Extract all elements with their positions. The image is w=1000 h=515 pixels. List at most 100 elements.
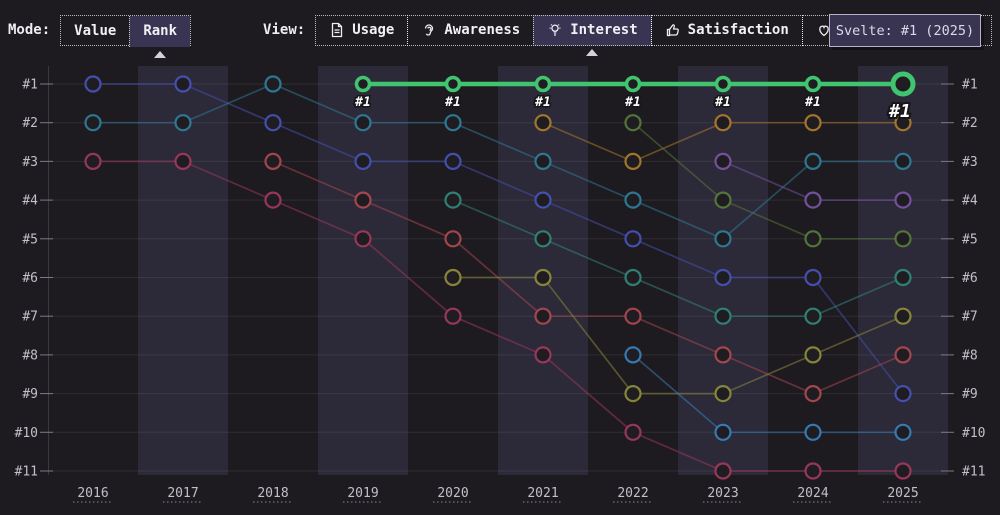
rank-label-right: #10 (962, 426, 985, 441)
year-label-2023[interactable]: 2023 (707, 486, 738, 501)
point-series-lightblue-2023[interactable] (714, 423, 732, 441)
point-series-tealgreen-2025[interactable] (894, 268, 912, 287)
point-series-teal-2022[interactable] (624, 191, 642, 209)
point-Svelte-2020[interactable] (444, 75, 462, 93)
series-line-series-tealgreen (452, 199, 904, 318)
point-series-red-2022[interactable] (624, 307, 642, 325)
year-label-2019[interactable]: 2019 (347, 486, 378, 501)
series-line-series-red (272, 160, 904, 395)
point-series-tealgreen-2022[interactable] (624, 268, 642, 287)
mode-value-button[interactable]: Value (61, 16, 129, 47)
point-series-mustard-2022[interactable] (624, 152, 642, 171)
point-Svelte-2024[interactable] (804, 75, 822, 93)
point-series-lightblue-2025[interactable] (894, 423, 912, 441)
point-series-crimson-2024[interactable] (804, 462, 822, 480)
point-series-crimson-2016[interactable] (84, 152, 102, 171)
point-series-crimson-2019[interactable] (354, 230, 372, 248)
point-series-mustard-2025[interactable] (894, 114, 912, 132)
point-series-tealgreen-2023[interactable] (714, 307, 732, 325)
point-series-red-2020[interactable] (444, 230, 462, 248)
point-series-tealgreen-2020[interactable] (444, 191, 462, 209)
point-series-darkgreen-2022[interactable] (624, 114, 642, 132)
mode-rank-button[interactable]: Rank (129, 15, 191, 47)
year-label-2021[interactable]: 2021 (527, 486, 558, 501)
point-series-blue-2017[interactable] (174, 75, 192, 93)
point-series-blue-2019[interactable] (354, 152, 372, 171)
point-series-teal-2018[interactable] (264, 75, 282, 93)
point-series-blue-2020[interactable] (444, 152, 462, 171)
point-series-blue-2023[interactable] (714, 268, 732, 287)
point-Svelte-2025[interactable] (890, 71, 916, 97)
point-series-teal-2024[interactable] (804, 152, 822, 171)
point-series-crimson-2025[interactable] (894, 462, 912, 480)
year-label-2018[interactable]: 2018 (257, 486, 288, 501)
point-series-crimson-2021[interactable] (534, 346, 552, 364)
point-series-tealgreen-2021[interactable] (534, 230, 552, 248)
document-icon (329, 22, 345, 38)
point-series-blue-2022[interactable] (624, 230, 642, 248)
view-usage-button[interactable]: Usage (315, 14, 409, 46)
point-series-red-2023[interactable] (714, 346, 732, 364)
point-series-teal-2023[interactable] (714, 230, 732, 248)
point-series-lightblue-2022[interactable] (624, 346, 642, 364)
point-series-olive-2020[interactable] (444, 268, 462, 287)
point-series-teal-2025[interactable] (894, 152, 912, 171)
point-series-purple-2024[interactable] (804, 191, 822, 209)
point-series-darkgreen-2025[interactable] (894, 230, 912, 248)
view-interest-label: Interest (570, 22, 638, 38)
point-series-red-2025[interactable] (894, 346, 912, 364)
point-series-tealgreen-2024[interactable] (804, 307, 822, 325)
point-series-olive-2022[interactable] (624, 385, 642, 403)
year-label-2017[interactable]: 2017 (167, 486, 198, 501)
point-series-lightblue-2024[interactable] (804, 423, 822, 441)
view-awareness-label: Awareness (444, 22, 521, 38)
point-series-blue-2016[interactable] (84, 75, 102, 93)
point-series-mustard-2021[interactable] (534, 114, 552, 132)
point-series-crimson-2017[interactable] (174, 152, 192, 171)
year-label-2024[interactable]: 2024 (797, 486, 828, 501)
year-label-2020[interactable]: 2020 (437, 486, 468, 501)
rank-chart[interactable]: #1 #1 #2 #2 #3 #3 #4 #4 #5 #5 #6 #6 #7 #7 #8 #8 #9 #9 #10 #… (0, 60, 1000, 515)
point-series-red-2021[interactable] (534, 307, 552, 325)
point-Svelte-2022[interactable] (624, 75, 642, 93)
point-series-purple-2023[interactable] (714, 152, 732, 171)
point-series-teal-2019[interactable] (354, 114, 372, 132)
point-series-olive-2021[interactable] (534, 268, 552, 287)
view-interest-button[interactable]: Interest (533, 14, 652, 46)
point-label-2022: #1 (624, 95, 641, 110)
point-series-teal-2021[interactable] (534, 152, 552, 171)
point-series-crimson-2022[interactable] (624, 423, 642, 441)
point-series-blue-2025[interactable] (894, 385, 912, 403)
point-series-blue-2024[interactable] (804, 268, 822, 287)
point-series-red-2019[interactable] (354, 191, 372, 209)
point-series-red-2018[interactable] (264, 152, 282, 171)
point-series-purple-2025[interactable] (894, 191, 912, 209)
point-series-crimson-2020[interactable] (444, 307, 462, 325)
view-satisfaction-button[interactable]: Satisfaction (650, 14, 803, 46)
view-usage-label: Usage (352, 22, 395, 38)
point-series-teal-2016[interactable] (84, 114, 102, 132)
point-series-red-2024[interactable] (804, 385, 822, 403)
point-series-darkgreen-2024[interactable] (804, 230, 822, 248)
point-Svelte-2021[interactable] (534, 75, 552, 93)
point-series-olive-2023[interactable] (714, 385, 732, 403)
point-series-olive-2024[interactable] (804, 346, 822, 364)
year-label-2025[interactable]: 2025 (887, 486, 918, 501)
point-series-blue-2021[interactable] (534, 191, 552, 209)
point-series-blue-2018[interactable] (264, 114, 282, 132)
point-series-darkgreen-2023[interactable] (714, 191, 732, 209)
point-Svelte-2019[interactable] (354, 75, 372, 93)
point-series-teal-2020[interactable] (444, 114, 462, 132)
rank-label-left: #3 (22, 155, 38, 170)
point-Svelte-2023[interactable] (714, 75, 732, 93)
view-awareness-button[interactable]: Awareness (407, 14, 535, 46)
point-series-teal-2017[interactable] (174, 114, 192, 132)
point-series-crimson-2018[interactable] (264, 191, 282, 209)
point-series-mustard-2023[interactable] (714, 114, 732, 132)
year-label-2016[interactable]: 2016 (77, 486, 108, 501)
point-series-mustard-2024[interactable] (804, 114, 822, 132)
point-series-olive-2025[interactable] (894, 307, 912, 325)
year-label-2022[interactable]: 2022 (617, 486, 648, 501)
mode-switcher: Value Rank (60, 14, 192, 47)
point-series-crimson-2023[interactable] (714, 462, 732, 480)
